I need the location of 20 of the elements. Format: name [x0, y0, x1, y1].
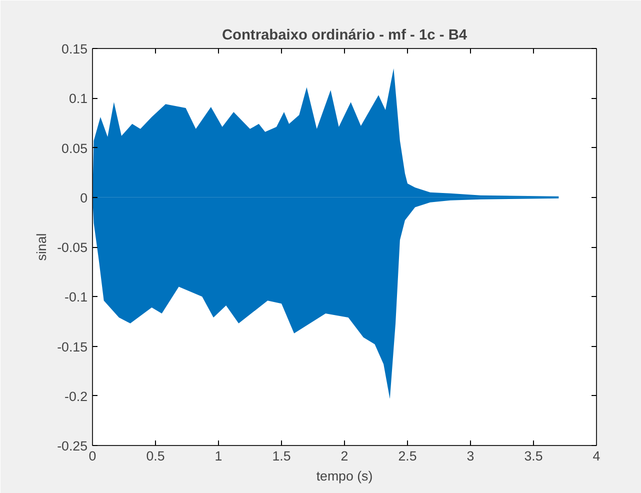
x-tick-label: 1	[214, 448, 222, 464]
y-tick-label: -0.25	[57, 438, 88, 454]
x-tick-label: 0.5	[146, 448, 165, 464]
x-tick-label: 2	[340, 448, 348, 464]
y-tick-label: 0.15	[62, 42, 88, 56]
y-tick-label: 0.1	[68, 91, 88, 106]
x-axis-title: tempo (s)	[316, 468, 373, 484]
x-tick-label: 3	[466, 448, 474, 464]
y-tick-label: -0.15	[57, 339, 88, 354]
x-tick-label: 2.5	[398, 448, 417, 464]
x-tick-label: 3.5	[524, 448, 543, 464]
y-axis-title: sinal	[34, 233, 50, 261]
y-tick-label: -0.05	[57, 240, 88, 255]
y-tick-label: 0.05	[62, 140, 88, 156]
y-tick-label: -0.1	[64, 290, 88, 305]
chart-title: Contrabaixo ordinário - mf - 1c - B4	[222, 28, 468, 44]
y-tick-label: -0.2	[64, 388, 88, 404]
x-tick-label: 1.5	[272, 448, 291, 464]
y-tick-label: 0	[80, 190, 88, 206]
x-tick-label: 4	[592, 448, 601, 464]
